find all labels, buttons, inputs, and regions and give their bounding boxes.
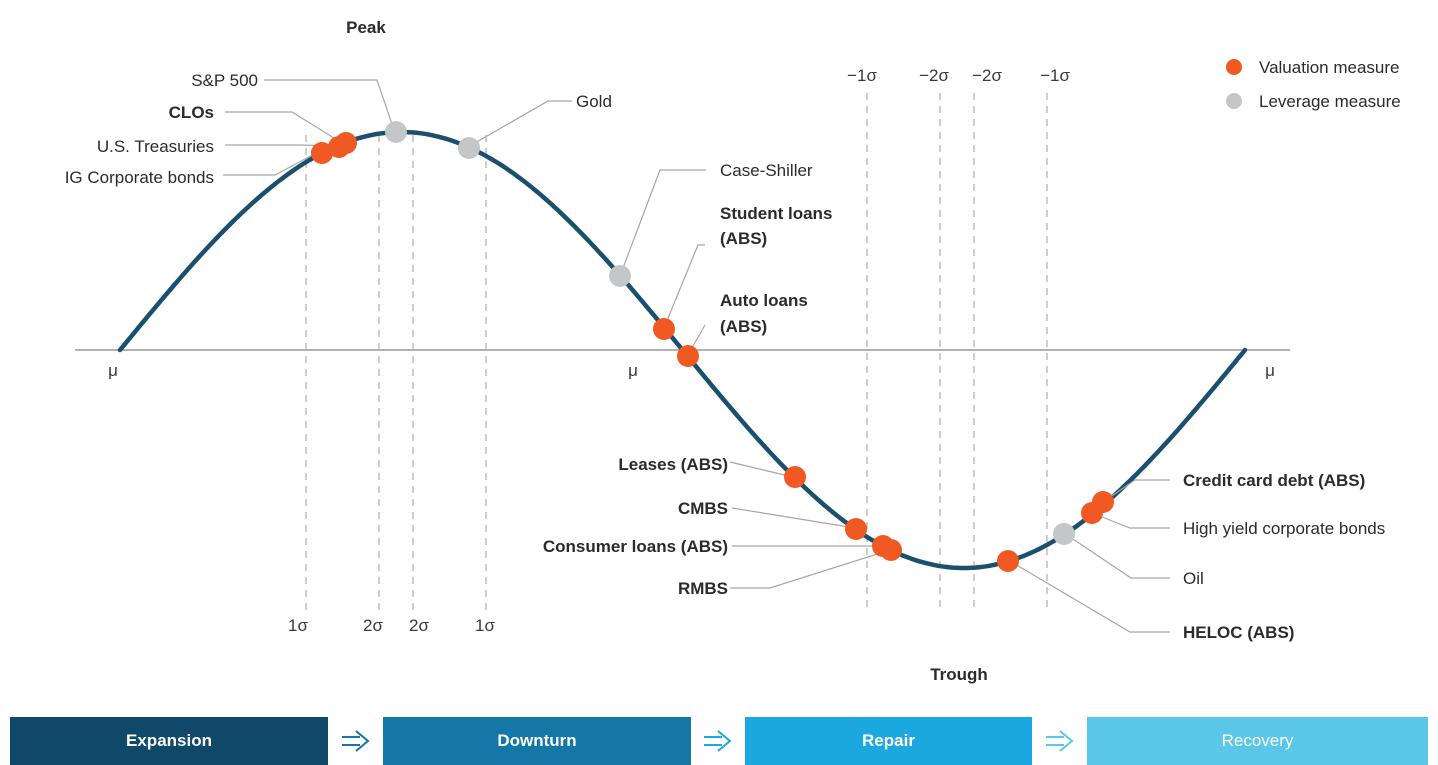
- marker-rmbs: [880, 539, 902, 561]
- label-gold: Gold: [576, 92, 612, 111]
- label-oil: Oil: [1183, 569, 1204, 588]
- sigma-top-label: −2σ: [972, 66, 1002, 85]
- label-case-shiller: Case-Shiller: [720, 161, 813, 180]
- mu-label-mid: μ: [628, 361, 638, 380]
- label-auto-loans: Auto loans: [720, 291, 808, 310]
- sigma-bottom-label: 1σ: [475, 616, 495, 635]
- label-credit-card: Credit card debt (ABS): [1183, 471, 1365, 490]
- phase-repair-label: Repair: [862, 731, 915, 750]
- label-us-treasuries: U.S. Treasuries: [97, 137, 214, 156]
- markers: [311, 121, 1114, 572]
- phase-repair: Repair: [745, 717, 1032, 765]
- sigma-bottom-label: 1σ: [288, 616, 308, 635]
- label-ig-corporate-bonds: IG Corporate bonds: [65, 168, 214, 187]
- sigma-bottom-label: 2σ: [409, 616, 429, 635]
- mu-label-start: μ: [108, 361, 118, 380]
- label-student-loans-abs: (ABS): [720, 229, 767, 248]
- label-sp500: S&P 500: [191, 71, 258, 90]
- peak-label: Peak: [346, 18, 386, 37]
- phase-recovery-label: Recovery: [1221, 731, 1294, 750]
- label-high-yield: High yield corporate bonds: [1183, 519, 1385, 538]
- marker-cmbs: [845, 518, 867, 540]
- legend-valuation-swatch: [1226, 59, 1242, 75]
- marker-auto-loans: [677, 345, 699, 367]
- mu-label-end: μ: [1265, 361, 1275, 380]
- phase-recovery: Recovery: [1087, 717, 1428, 765]
- legend-leverage-label: Leverage measure: [1259, 92, 1401, 111]
- marker-oil: [1053, 523, 1075, 545]
- sigma-top-label: −2σ: [919, 66, 949, 85]
- label-cmbs: CMBS: [678, 499, 728, 518]
- leader-lines: [223, 79, 1170, 633]
- marker-case-shiller: [609, 265, 631, 287]
- marker-ig-corporate-bonds: [311, 142, 333, 164]
- arrow-right-icon: [342, 730, 370, 752]
- label-clos: CLOs: [169, 103, 214, 122]
- marker-clos: [335, 132, 357, 154]
- marker-sp500: [385, 121, 407, 143]
- phase-downturn: Downturn: [383, 717, 691, 765]
- sigma-top-label: −1σ: [847, 66, 877, 85]
- marker-student-loans: [653, 318, 675, 340]
- sigma-top-label: −1σ: [1040, 66, 1070, 85]
- legend-valuation-label: Valuation measure: [1259, 58, 1400, 77]
- marker-gold: [458, 137, 480, 159]
- label-heloc: HELOC (ABS): [1183, 623, 1294, 642]
- label-student-loans: Student loans: [720, 204, 832, 223]
- arrow-right-icon: [704, 730, 732, 752]
- arrow-right-icon: [1046, 730, 1074, 752]
- label-consumer-loans: Consumer loans (ABS): [543, 537, 728, 556]
- phase-expansion: Expansion: [10, 717, 328, 765]
- trough-label: Trough: [930, 665, 988, 684]
- label-rmbs: RMBS: [678, 579, 728, 598]
- legend-leverage-swatch: [1226, 93, 1242, 109]
- marker-leases: [784, 466, 806, 488]
- label-auto-loans-abs: (ABS): [720, 317, 767, 336]
- phase-expansion-label: Expansion: [126, 731, 212, 750]
- marker-credit-card: [1092, 491, 1114, 513]
- phase-downturn-label: Downturn: [497, 731, 577, 750]
- marker-heloc: [997, 550, 1019, 572]
- credit-cycle-diagram: Peak Trough μ μ μ −1σ −2σ −2σ −1σ 1σ 2σ …: [65, 18, 1401, 684]
- sigma-bottom-label: 2σ: [363, 616, 383, 635]
- label-leases: Leases (ABS): [618, 455, 728, 474]
